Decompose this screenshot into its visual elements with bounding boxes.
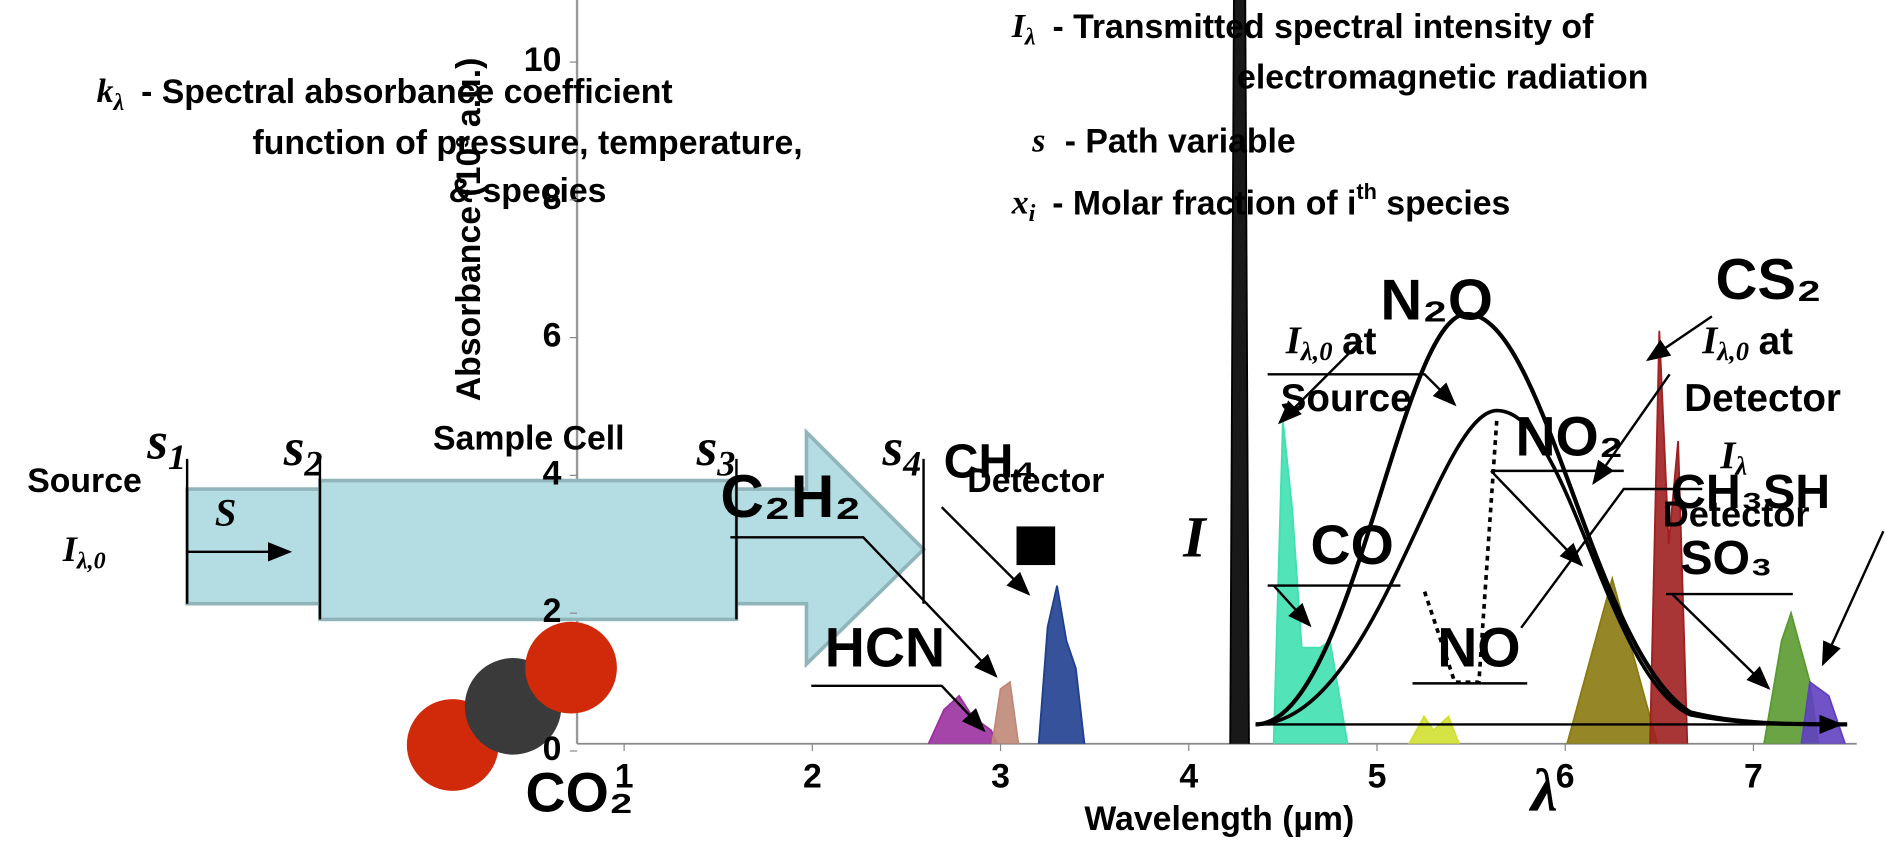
species-label: SO₃: [1680, 531, 1772, 585]
s4: s4: [882, 419, 922, 484]
species-label: CH₃SH: [1671, 465, 1830, 519]
spectrum: [925, 696, 1000, 751]
at-detector-2: Detector: [1684, 377, 1841, 420]
x-tick-label: 6: [1556, 758, 1575, 796]
s2: s2: [283, 419, 323, 484]
x-tick-label: 4: [1179, 758, 1198, 796]
sample-cell: [320, 481, 737, 620]
path-label: S: [215, 493, 236, 535]
x-tick-label: 1: [615, 758, 634, 796]
legend-i-2: electromagnetic radiation: [1237, 59, 1648, 97]
y-tick-label: 0: [543, 730, 562, 768]
legend-x: xi- Molar fraction of ith species: [1011, 179, 1511, 227]
x-tick-label: 3: [991, 758, 1010, 796]
x-tick-label: 2: [803, 758, 822, 796]
legend-k: kλ- Spectral absorbance coefficient: [97, 73, 673, 115]
legend-i: Iλ- Transmitted spectral intensity of: [1011, 8, 1594, 50]
y-tick-label: 2: [543, 592, 562, 630]
spectrum: [1405, 717, 1461, 751]
y-tick-label: 6: [543, 317, 562, 355]
x-tick-label: 5: [1368, 758, 1387, 796]
x-axis-label: Wavelength (µm): [1084, 800, 1354, 838]
n2o-label: N₂O: [1380, 269, 1493, 333]
intensity-symbol: I: [1182, 505, 1208, 570]
spectrum: [1038, 586, 1085, 751]
detector-icon: [1017, 526, 1056, 565]
y-tick-label: 8: [543, 179, 562, 217]
species-label: NO: [1437, 617, 1520, 679]
species-label: CS₂: [1716, 248, 1822, 312]
source-label: Source: [27, 462, 142, 500]
species-label: C₂H₂: [720, 462, 861, 530]
legend-k-3: & species: [449, 172, 607, 210]
spectrum: [1230, 0, 1249, 751]
figure: Absorbance (10³ a.u.) Wavelength (µm) So…: [0, 0, 1893, 844]
species-label: CH₄: [944, 435, 1037, 489]
at-source-2: Source: [1281, 377, 1412, 420]
s1: s1: [146, 413, 186, 478]
y-tick-label: 10: [524, 41, 562, 79]
sample-cell-label: Sample Cell: [433, 420, 625, 458]
wavelength-symbol: λ: [1528, 758, 1558, 825]
source-intensity: Iλ,0: [62, 529, 106, 574]
legend-k-2: function of pressure, temperature,: [252, 124, 802, 162]
x-tick-label: 7: [1744, 758, 1763, 796]
species-label: HCN: [825, 617, 945, 679]
y-tick-label: 4: [543, 454, 562, 492]
species-label: CO: [1311, 514, 1394, 576]
spectrum: [991, 682, 1019, 751]
legend-s: s- Path variable: [1031, 122, 1296, 160]
species-label: NO₂: [1515, 405, 1623, 467]
